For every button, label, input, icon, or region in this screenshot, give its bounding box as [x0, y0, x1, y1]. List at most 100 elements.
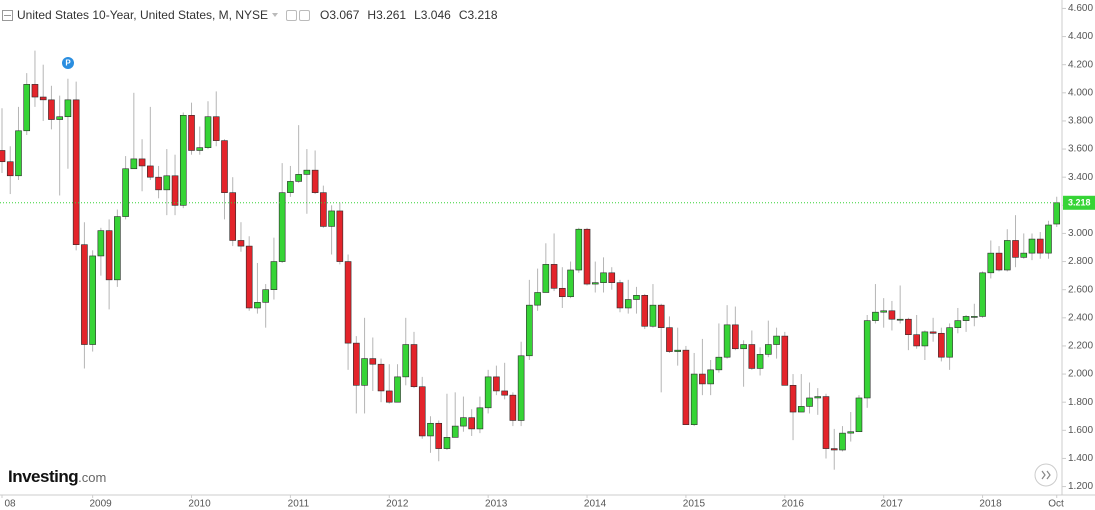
candle-body — [394, 376, 401, 403]
last-price-tag — [1063, 195, 1095, 210]
candle-body — [311, 169, 319, 193]
ohlc-value: 3.218 — [467, 8, 498, 22]
candle-body — [130, 158, 138, 170]
candle-body — [962, 316, 970, 321]
ohlc-key: O — [320, 8, 330, 22]
candle-body — [188, 115, 195, 151]
y-tick-label: 3.400 — [1068, 172, 1093, 183]
candle-body — [575, 228, 583, 271]
candle-body — [921, 331, 929, 347]
x-tick-label: 2013 — [485, 499, 508, 510]
candle-body — [163, 175, 171, 191]
candle-body — [97, 230, 105, 257]
x-tick-label: 08 — [4, 499, 16, 510]
candle-body — [583, 228, 591, 285]
y-tick-label: 4.200 — [1068, 59, 1093, 70]
candle-body — [278, 192, 286, 262]
candle-body — [221, 140, 228, 193]
candle-body — [797, 406, 805, 413]
candle-body — [633, 295, 640, 300]
y-tick-label: 2.600 — [1068, 284, 1093, 295]
candle-body — [212, 116, 220, 141]
y-tick-label: 3.600 — [1068, 144, 1093, 155]
candle-body — [880, 310, 887, 313]
candle-body — [929, 331, 937, 334]
x-tick-label: 2018 — [979, 499, 1002, 510]
candle-body — [872, 311, 879, 321]
brand-logo[interactable]: Investing.com — [8, 467, 106, 487]
y-tick-label: 2.000 — [1068, 369, 1093, 380]
x-tick-label: 2015 — [683, 499, 706, 510]
candle-body — [814, 396, 822, 399]
candle-body — [410, 344, 418, 388]
candle-body — [476, 407, 484, 430]
candle-body — [369, 358, 377, 365]
candle-body — [707, 369, 714, 385]
hide-icon[interactable] — [299, 9, 311, 21]
brand-suffix: .com — [78, 470, 107, 485]
candle-body — [402, 344, 410, 378]
legend: United States 10-Year, United States, M,… — [2, 8, 498, 22]
candle-body — [171, 175, 179, 206]
candle-body — [534, 292, 541, 306]
candle-body — [608, 272, 616, 283]
candle-body — [616, 282, 624, 309]
candle-body — [147, 165, 154, 178]
settings-icon[interactable] — [286, 9, 298, 21]
candle-body — [839, 432, 846, 451]
y-tick-label: 2.800 — [1068, 256, 1093, 267]
candle-body — [328, 210, 335, 227]
candle-body — [295, 174, 302, 182]
candle-body — [89, 255, 96, 345]
candle-body — [229, 192, 237, 241]
candle-body — [806, 397, 813, 407]
candle-body — [765, 344, 772, 355]
candle-body — [666, 327, 673, 352]
candle-body — [204, 116, 212, 148]
ohlc-value: 3.067 — [329, 8, 360, 22]
candle-body — [460, 417, 467, 427]
candle-body — [995, 252, 1003, 271]
candle-body — [641, 295, 649, 327]
candle-body — [1003, 240, 1011, 271]
candle-body — [971, 316, 978, 318]
collapse-icon[interactable] — [2, 9, 13, 21]
event-marker[interactable] — [62, 57, 74, 69]
candle-body — [715, 356, 723, 371]
candle-body — [550, 264, 558, 289]
dropdown-caret[interactable] — [272, 13, 279, 17]
candle-body — [377, 363, 385, 392]
ohlc-value: 3.046 — [420, 8, 451, 22]
candle-body — [723, 324, 731, 358]
candle-body — [493, 376, 500, 392]
candle-body — [15, 130, 22, 177]
candle-body — [122, 168, 129, 217]
candle-body — [23, 84, 31, 132]
candle-body — [649, 304, 657, 327]
candle-body — [1028, 238, 1036, 254]
candle-body — [114, 216, 121, 281]
ohlc-key: L — [414, 8, 421, 22]
scroll-button[interactable] — [1034, 463, 1058, 487]
y-tick-label: 3.000 — [1068, 228, 1093, 239]
y-tick-label: 1.400 — [1068, 453, 1093, 464]
candle-body — [196, 147, 204, 151]
candle-body — [517, 355, 525, 421]
candle-body — [451, 425, 459, 438]
candle-body — [987, 252, 995, 274]
candle-body — [1012, 240, 1019, 258]
candle-body — [262, 289, 269, 303]
scroll-icon — [1041, 470, 1051, 480]
candle-body — [559, 287, 566, 298]
x-tick-label: 2010 — [188, 499, 211, 510]
ohlc-key: C — [458, 8, 468, 22]
candle-body — [254, 302, 261, 309]
candle-body — [427, 422, 434, 437]
candle-body — [748, 344, 756, 369]
candle-body — [48, 99, 55, 120]
candle-body — [756, 354, 764, 369]
x-tick-label: 2012 — [386, 499, 409, 510]
candle-body — [789, 385, 797, 413]
brand-name: Investing — [8, 467, 79, 486]
candle-body — [468, 417, 475, 430]
